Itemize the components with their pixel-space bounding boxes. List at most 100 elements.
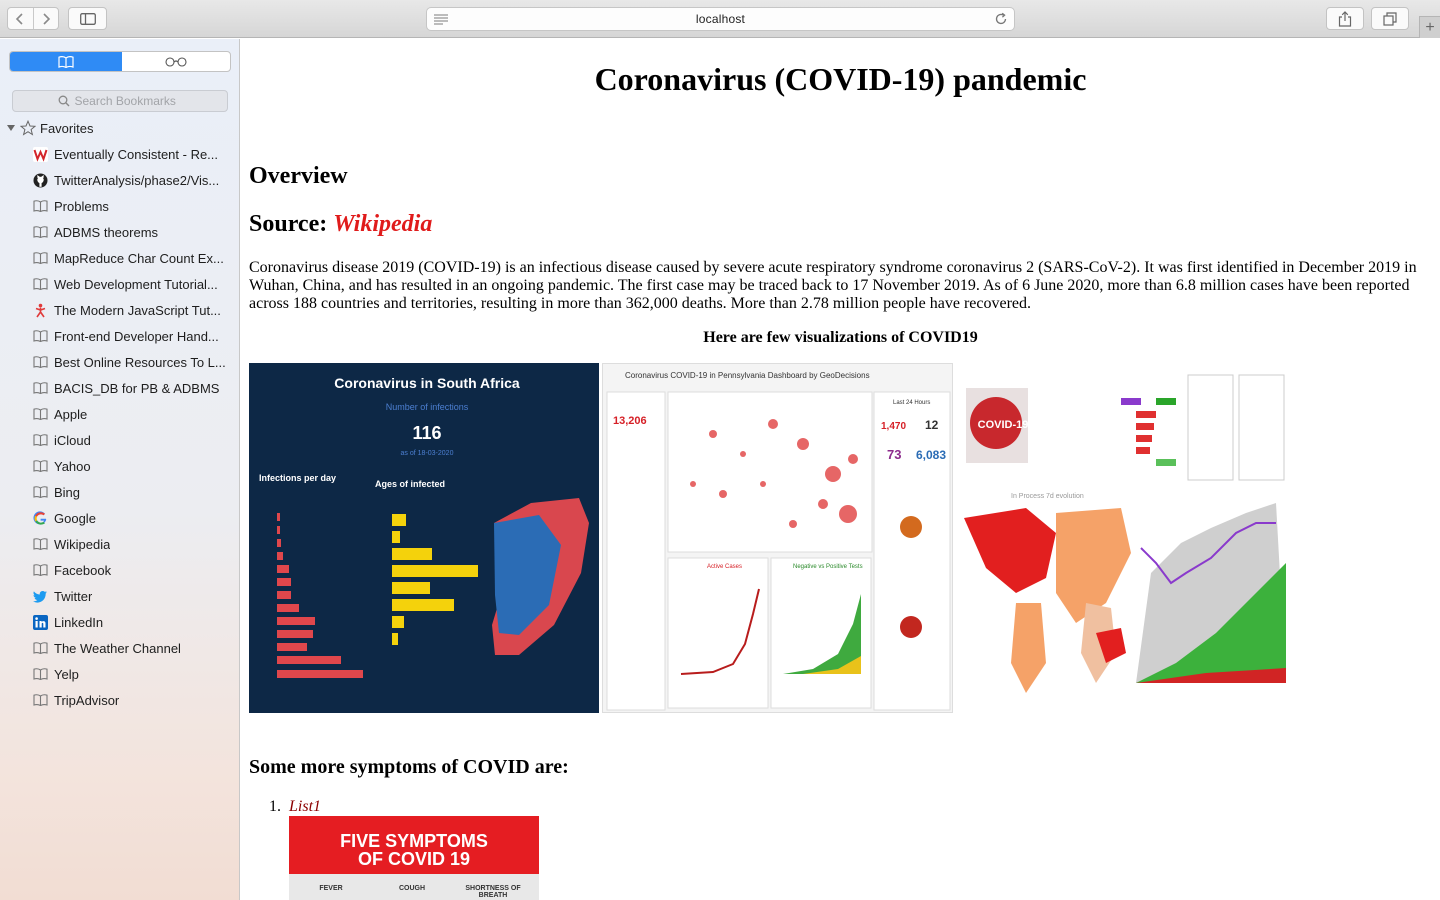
book-icon xyxy=(32,666,48,682)
five-symptoms-banner xyxy=(289,816,539,874)
book-icon xyxy=(32,458,48,474)
book-icon xyxy=(32,562,48,578)
sa-map-blue xyxy=(494,515,561,635)
bookmark-search[interactable] xyxy=(12,90,228,112)
bookmark-item[interactable]: Twitter xyxy=(32,583,238,609)
bookmarks-sidebar: Favorites Eventually Consistent - Re... T… xyxy=(0,39,240,900)
list-item: List1 xyxy=(289,798,322,815)
sidebar-icon xyxy=(79,12,96,25)
bookmark-item[interactable]: Yelp xyxy=(32,661,238,687)
world-covid-dashboard: COVID-19 In Process 7d evolution xyxy=(956,363,1306,713)
bookmark-item[interactable]: iCloud xyxy=(32,427,238,453)
bookmark-item[interactable]: TripAdvisor xyxy=(32,687,238,713)
share-button[interactable] xyxy=(1326,7,1364,30)
symptom-fever: FEVER xyxy=(319,885,343,892)
south-africa-graphic: Coronavirus in South Africa Number of in… xyxy=(259,375,589,678)
pa-hospitalized: 73 xyxy=(887,447,901,462)
bookmark-item[interactable]: Web Development Tutorial... xyxy=(32,271,238,297)
star-icon xyxy=(20,120,36,136)
bookmark-item[interactable]: The Weather Channel xyxy=(32,635,238,661)
world-table-bars xyxy=(1121,398,1176,466)
chevron-left-icon xyxy=(16,12,24,25)
bookmark-label: Bing xyxy=(54,484,81,500)
pa-active-curve xyxy=(680,588,760,675)
bookmark-item[interactable]: Apple xyxy=(32,401,238,427)
bookmark-label: Yelp xyxy=(54,666,79,682)
twitter-icon xyxy=(32,588,48,604)
south-africa-infographic: Coronavirus in South Africa Number of in… xyxy=(249,363,599,713)
bookmark-label: Best Online Resources To L... xyxy=(54,354,226,370)
bookmark-item[interactable]: Front-end Developer Hand... xyxy=(32,323,238,349)
pa-neg-pos: Negative vs Positive Tests xyxy=(793,564,863,570)
tabs-overview-button[interactable] xyxy=(1371,7,1409,30)
reader-icon[interactable] xyxy=(434,14,448,25)
bookmark-label: BACIS_DB for PB & ADBMS xyxy=(54,380,220,396)
bookmark-label: Google xyxy=(54,510,96,526)
bookmark-label: Eventually Consistent - Re... xyxy=(54,146,219,162)
bookmark-item[interactable]: Yahoo xyxy=(32,453,238,479)
bookmark-item[interactable]: Best Online Resources To L... xyxy=(32,349,238,375)
navigation-buttons xyxy=(7,7,59,30)
bookmark-item[interactable]: Wikipedia xyxy=(32,531,238,557)
back-button[interactable] xyxy=(8,8,33,29)
wikipedia-link[interactable]: Wikipedia xyxy=(333,211,433,237)
search-bookmarks-input[interactable] xyxy=(74,94,183,108)
page-title: Coronavirus (COVID-19) pandemic xyxy=(594,61,1087,97)
world-evolution: In Process 7d evolution xyxy=(1011,493,1084,500)
bookmark-label: The Modern JavaScript Tut... xyxy=(54,302,221,318)
pa-test-results: 6,083 xyxy=(916,448,946,462)
book-icon xyxy=(32,198,48,214)
book-icon xyxy=(32,536,48,552)
disclosure-triangle-icon[interactable] xyxy=(6,123,16,133)
book-icon xyxy=(32,484,48,500)
bookmark-item[interactable]: Google xyxy=(32,505,238,531)
bookmark-item[interactable]: Facebook xyxy=(32,557,238,583)
book-icon xyxy=(32,692,48,708)
sidebar-toggle-button[interactable] xyxy=(68,7,107,30)
book-icon xyxy=(32,250,48,266)
address-bar[interactable]: localhost xyxy=(426,7,1015,31)
bookmarks-tab[interactable] xyxy=(10,52,122,71)
favorites-folder[interactable]: Favorites xyxy=(6,119,93,137)
open-book-icon xyxy=(58,55,74,68)
bookmark-item[interactable]: Problems xyxy=(32,193,238,219)
bookmark-label: Yahoo xyxy=(54,458,91,474)
bookmark-item[interactable]: MapReduce Char Count Ex... xyxy=(32,245,238,271)
bookmark-item[interactable]: Bing xyxy=(32,479,238,505)
sa-asof: as of 18-03-2020 xyxy=(401,450,454,457)
glasses-icon xyxy=(165,56,187,67)
javascript-figure-icon xyxy=(32,302,48,318)
browser-toolbar: localhost + xyxy=(0,0,1440,38)
book-icon xyxy=(32,328,48,344)
source-heading: Source: Wikipedia xyxy=(249,211,432,238)
pennsylvania-graphic: Coronavirus COVID-19 in Pennsylvania Das… xyxy=(606,371,951,711)
five-symptoms-line1: FIVE SYMPTOMS xyxy=(340,831,488,851)
bookmark-item[interactable]: ADBMS theorems xyxy=(32,219,238,245)
bookmark-label: LinkedIn xyxy=(54,614,104,630)
bookmark-item[interactable]: LinkedIn xyxy=(32,609,238,635)
book-icon xyxy=(32,276,48,292)
share-icon xyxy=(1338,10,1352,27)
book-icon xyxy=(32,406,48,422)
bookmark-item[interactable]: The Modern JavaScript Tut... xyxy=(32,297,238,323)
overview-heading: Overview xyxy=(249,163,348,189)
sa-title: Coronavirus in South Africa xyxy=(334,375,520,391)
bookmark-item[interactable]: BACIS_DB for PB & ADBMS xyxy=(32,375,238,401)
pa-last24: Last 24 Hours xyxy=(893,400,930,406)
bookmark-list: Eventually Consistent - Re... TwitterAnal… xyxy=(32,141,238,713)
five-symptoms-line2: OF COVID 19 xyxy=(357,849,471,869)
bookmark-item[interactable]: Eventually Consistent - Re... xyxy=(32,141,238,167)
new-tab-button[interactable]: + xyxy=(1419,16,1440,38)
book-icon xyxy=(32,432,48,448)
search-icon xyxy=(58,95,69,107)
url-text: localhost xyxy=(695,12,746,26)
symptom-cough: COUGH xyxy=(398,885,426,892)
bookmark-item[interactable]: TwitterAnalysis/phase2/Vis... xyxy=(32,167,238,193)
plus-icon: + xyxy=(1425,18,1435,36)
bookmark-label: iCloud xyxy=(54,432,91,448)
reading-list-tab[interactable] xyxy=(122,52,230,71)
forward-button[interactable] xyxy=(32,8,58,29)
symptoms-heading: Some more symptoms of COVID are: xyxy=(249,756,569,778)
reload-icon[interactable] xyxy=(994,12,1008,26)
pa-active-cases: Active Cases xyxy=(707,564,742,570)
